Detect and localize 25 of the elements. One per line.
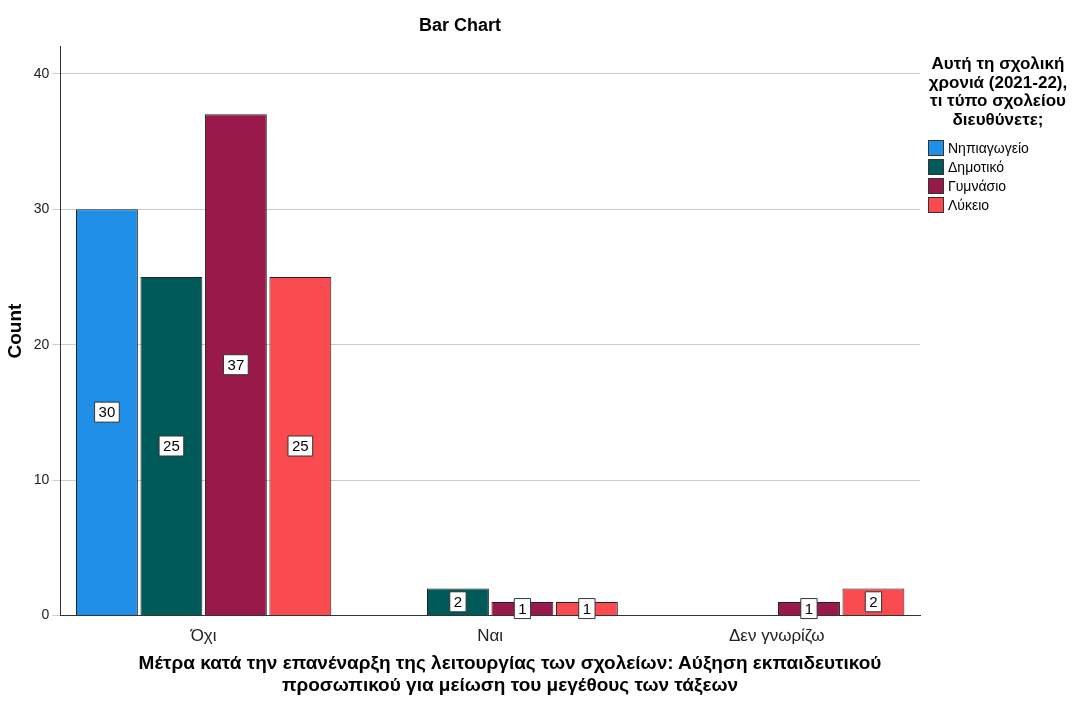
legend-label: Λύκειο — [948, 196, 990, 213]
legend-label: Νηπιαγωγείο — [948, 139, 1029, 156]
chart-title: Bar Chart — [418, 14, 502, 35]
legend-label: Γυμνάσιο — [948, 177, 1007, 194]
y-axis-title: Count — [3, 303, 25, 359]
y-tick-label: 20 — [33, 335, 50, 352]
data-label: 2 — [453, 592, 463, 610]
legend-label: Δημοτικό — [948, 158, 1005, 175]
data-label: 30 — [98, 403, 116, 421]
y-tick-label: 40 — [33, 64, 50, 81]
data-label: 2 — [869, 592, 878, 610]
data-label: 25 — [163, 437, 180, 455]
legend-title: Αυτή τη σχολική χρονιά (2021-22), τι τύπο σχολείου διευθύνετε; — [928, 54, 1068, 130]
data-label: 25 — [292, 437, 309, 455]
data-label: 1 — [804, 599, 814, 617]
data-label: 1 — [582, 599, 592, 617]
x-tick-label: Ναι — [477, 626, 504, 646]
x-axis-title: Μέτρα κατά την επανέναρξη της λειτουργίας των σχολείων: Αύξηση εκπαιδευτικού προσωπικού για μείωση του μεγέθους των τάξεων — [137, 652, 883, 696]
y-tick-label: 0 — [41, 606, 50, 623]
y-tick-label: 10 — [33, 470, 50, 487]
y-tick-label: 30 — [33, 200, 50, 217]
data-label: 37 — [227, 355, 245, 373]
x-tick-label: Δεν γνωρίζω — [728, 626, 825, 646]
data-label: 1 — [518, 599, 527, 617]
x-tick-label: Όχι — [189, 626, 217, 646]
